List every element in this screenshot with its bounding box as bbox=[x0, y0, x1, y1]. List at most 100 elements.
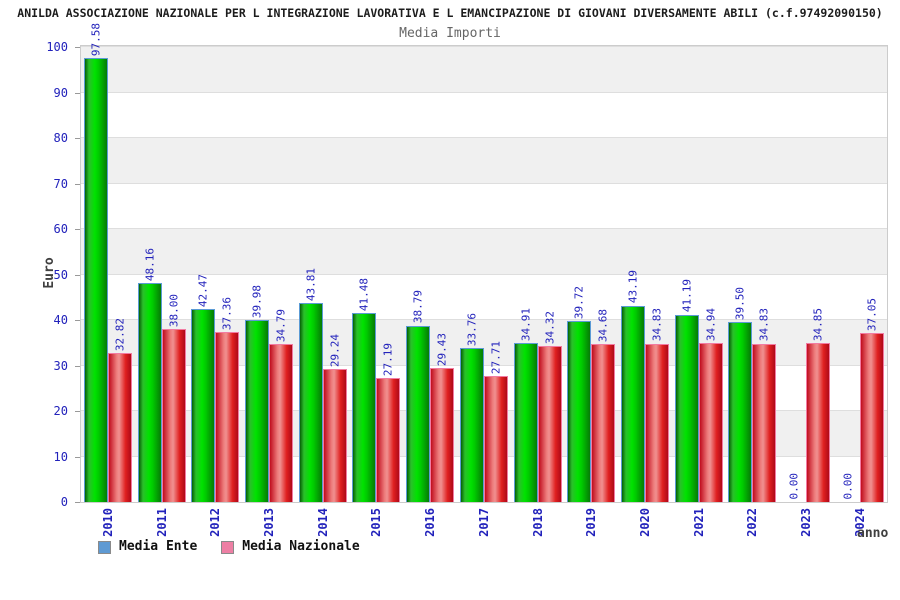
bar-value-label: 34.68 bbox=[596, 309, 610, 343]
bar-value-label: 41.48 bbox=[357, 278, 371, 312]
gridline bbox=[81, 273, 887, 275]
x-axis-tick-label: 2022 bbox=[745, 508, 760, 537]
bar-media-ente-2013: 39.98 bbox=[245, 285, 270, 502]
legend-label: Media Nazionale bbox=[242, 539, 360, 554]
y-axis-tick-label: 60 bbox=[53, 222, 68, 236]
bar-groups: 97.58 32.82 2010 48.16 38.00 2011 42.47 37.36 20… bbox=[81, 23, 887, 537]
y-axis-tick-mark bbox=[75, 411, 80, 412]
bar-value-label: 43.81 bbox=[304, 267, 318, 301]
bar-group-2011: 48.16 38.00 2011 bbox=[137, 46, 186, 537]
x-axis-tick-label: 2018 bbox=[530, 508, 545, 537]
bar-group-2013: 39.98 34.79 2013 bbox=[245, 46, 294, 537]
x-axis-tick-label: 2013 bbox=[262, 508, 277, 537]
x-axis-tick-label: 2010 bbox=[100, 508, 115, 537]
legend-item-media-nazionale: Media Nazionale bbox=[221, 539, 360, 554]
bar-media-ente-2021: 41.19 bbox=[674, 279, 699, 502]
bar-value-label: 41.19 bbox=[680, 279, 694, 313]
y-axis-tick-mark bbox=[75, 456, 80, 458]
plot-band bbox=[81, 138, 887, 184]
gridline bbox=[81, 319, 887, 320]
y-axis-tick-mark bbox=[75, 92, 80, 94]
y-axis-tick-label: 70 bbox=[53, 176, 68, 191]
bar-value-label: 38.00 bbox=[167, 293, 181, 328]
y-axis-tick-mark bbox=[75, 229, 80, 230]
bar-value-label: 29.24 bbox=[328, 333, 342, 367]
bar-media-ente-2022: 39.50 bbox=[728, 287, 753, 502]
bar-group-2014: 43.81 29.24 2014 bbox=[298, 46, 347, 537]
bar-value-label: 38.79 bbox=[411, 290, 425, 324]
bar-media-ente-2017: 33.76 bbox=[459, 313, 484, 502]
plot-area: 97.58 32.82 2010 48.16 38.00 2011 42.47 37.36 20… bbox=[80, 23, 888, 537]
bar-media-nazionale-2023: 34.85 bbox=[806, 308, 831, 502]
bar-value-label: 33.76 bbox=[465, 313, 479, 347]
bar-value-label: 39.50 bbox=[733, 287, 747, 321]
bar-group-2012: 42.47 37.36 2012 bbox=[191, 46, 240, 537]
bar-value-label: 34.32 bbox=[543, 310, 557, 344]
bar-group-2015: 41.48 27.19 2015 bbox=[352, 46, 401, 537]
x-axis-tick-label: 2021 bbox=[691, 508, 706, 537]
bar-group-2010: 97.58 32.82 2010 bbox=[83, 23, 132, 537]
x-axis-tick-label: 2014 bbox=[315, 508, 330, 537]
bar-value-label: 39.98 bbox=[250, 284, 264, 319]
bar-group-2018: 34.91 34.32 2018 bbox=[513, 46, 562, 537]
bar-group-2020: 43.19 34.83 2020 bbox=[621, 46, 670, 537]
gridline bbox=[81, 91, 887, 93]
gridline bbox=[81, 364, 887, 366]
y-axis-tick-mark bbox=[75, 183, 80, 185]
gridline bbox=[81, 228, 887, 229]
bar-media-nazionale-2012: 37.36 bbox=[215, 297, 240, 502]
bar-media-ente-2011: 48.16 bbox=[137, 248, 162, 502]
bar-value-label: 43.19 bbox=[626, 270, 640, 304]
bar-value-label: 27.19 bbox=[381, 343, 395, 377]
bar-media-nazionale-2013: 34.79 bbox=[269, 309, 294, 502]
bar-value-label: 39.72 bbox=[572, 286, 586, 320]
y-axis-tick-label: 50 bbox=[53, 267, 68, 282]
bar-value-label: 34.83 bbox=[757, 308, 771, 342]
bar-media-nazionale-2015: 27.19 bbox=[376, 343, 401, 502]
bar-value-label: 0.00 bbox=[787, 472, 801, 500]
chart-subtitle: Media Importi bbox=[399, 26, 501, 41]
plot-band bbox=[81, 229, 887, 275]
bar-value-label: 34.94 bbox=[704, 307, 718, 342]
x-axis-tick-label: 2023 bbox=[799, 508, 814, 537]
media-nazionale-swatch-icon bbox=[221, 540, 235, 554]
y-axis-tick-label: 30 bbox=[53, 358, 68, 373]
y-axis-tick-mark bbox=[75, 274, 80, 276]
bar-value-label: 34.83 bbox=[650, 308, 664, 342]
gridline bbox=[81, 137, 887, 138]
bar-group-2022: 39.50 34.83 2022 bbox=[728, 46, 777, 537]
bar-group-2017: 33.76 27.71 2017 bbox=[459, 46, 508, 537]
chart-title: ANILDA ASSOCIAZIONE NAZIONALE PER L INTE… bbox=[17, 6, 883, 20]
x-axis-tick-label: 2015 bbox=[369, 508, 384, 537]
bar-value-label: 0.00 bbox=[841, 472, 855, 500]
bar-media-ente-2019: 39.72 bbox=[567, 286, 592, 502]
legend-item-media-ente: Media Ente bbox=[98, 540, 197, 554]
y-axis-tick-mark bbox=[75, 502, 80, 503]
bar-group-2021: 41.19 34.94 2021 bbox=[674, 46, 723, 537]
bar-media-nazionale-2018: 34.32 bbox=[537, 311, 562, 502]
y-axis-tick-mark bbox=[75, 47, 80, 48]
gridline bbox=[81, 182, 887, 184]
bar-value-label: 97.58 bbox=[89, 22, 103, 57]
bar-value-label: 48.16 bbox=[143, 247, 157, 281]
plot-band bbox=[81, 92, 887, 138]
bar-media-nazionale-2021: 34.94 bbox=[698, 308, 723, 502]
x-axis-tick-label: 2017 bbox=[476, 508, 491, 537]
bar-media-ente-2016: 38.79 bbox=[406, 290, 431, 502]
bar-value-label: 34.79 bbox=[274, 308, 288, 342]
legend-label: Media Ente bbox=[119, 539, 198, 554]
y-axis-tick-label: 90 bbox=[53, 85, 68, 100]
y-axis-tick-mark bbox=[75, 365, 80, 367]
bar-group-2016: 38.79 29.43 2016 bbox=[406, 46, 455, 537]
bar-media-nazionale-2024: 37.05 bbox=[859, 298, 884, 502]
bar-group-2019: 39.72 34.68 2019 bbox=[567, 46, 616, 537]
bar-value-label: 27.71 bbox=[489, 340, 503, 374]
bar-media-nazionale-2019: 34.68 bbox=[591, 309, 616, 502]
bar-media-nazionale-2017: 27.71 bbox=[483, 341, 508, 502]
bar-media-nazionale-2022: 34.83 bbox=[752, 308, 777, 502]
media-ente-swatch-icon bbox=[98, 540, 111, 554]
bar-value-label: 37.36 bbox=[220, 296, 234, 331]
y-axis-tick-label: 40 bbox=[53, 313, 68, 327]
plot-band bbox=[81, 274, 887, 320]
